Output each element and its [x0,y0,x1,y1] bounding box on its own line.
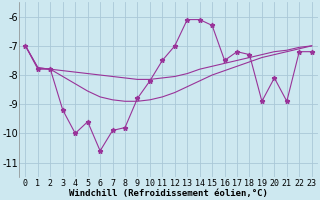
X-axis label: Windchill (Refroidissement éolien,°C): Windchill (Refroidissement éolien,°C) [69,189,268,198]
